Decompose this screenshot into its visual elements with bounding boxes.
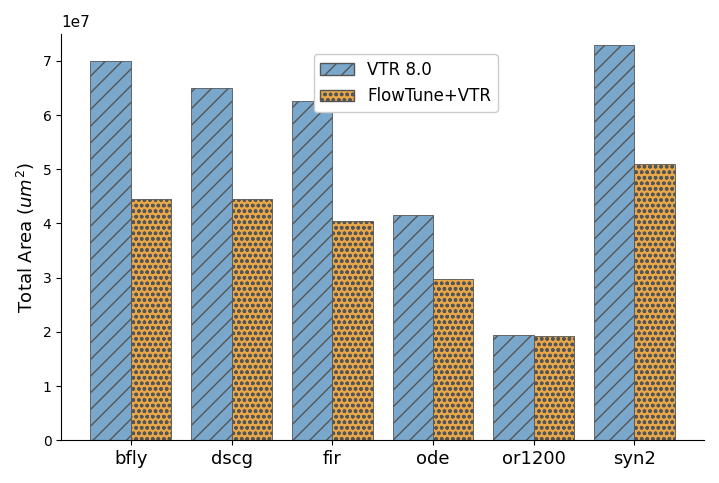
Bar (533, 336, 574, 440)
Text: 1e7: 1e7 (61, 14, 90, 29)
Bar (292, 101, 332, 440)
Bar (332, 221, 372, 440)
Bar (131, 199, 171, 440)
Bar (594, 44, 634, 440)
Bar (91, 61, 131, 440)
Bar (493, 335, 533, 440)
Bar (191, 88, 232, 440)
Bar (232, 199, 272, 440)
Legend: VTR 8.0, FlowTune+VTR: VTR 8.0, FlowTune+VTR (313, 54, 498, 112)
Bar (634, 164, 675, 440)
Bar (393, 215, 433, 440)
Bar (433, 279, 473, 440)
Y-axis label: Total Area ($um^2$): Total Area ($um^2$) (15, 161, 37, 313)
